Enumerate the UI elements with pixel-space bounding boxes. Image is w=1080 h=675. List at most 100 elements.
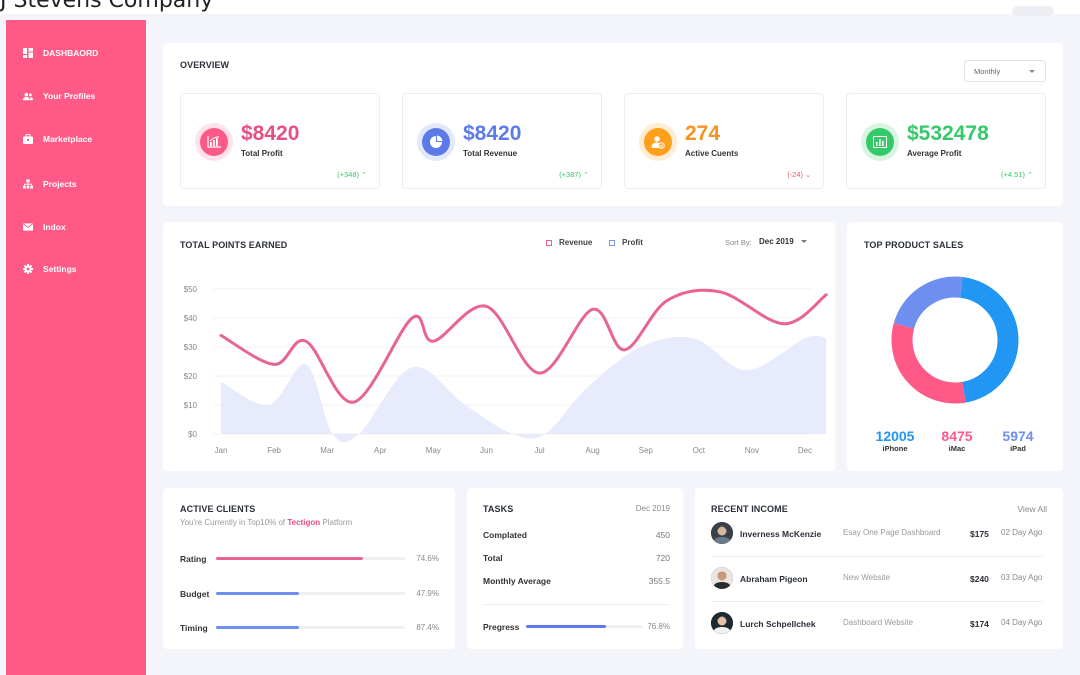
income-row[interactable]: Lurch Schpellchek Dashboard Website $174…	[711, 612, 1051, 636]
donut-value-iphone: 12005	[875, 428, 915, 444]
stat-label: Total Revenue	[463, 149, 518, 158]
donut-slice-iphone	[959, 276, 1019, 403]
stat-icon-ring	[639, 123, 677, 161]
progress-bar-fill	[526, 625, 606, 628]
x-tick-label: Jun	[480, 446, 493, 455]
stat-total-profit: $8420 Total Profit (+348) ⌃	[180, 93, 380, 189]
income-project: Dashboard Website	[843, 618, 914, 627]
sidebar: DASHBAORD Your Profiles Marketplace Proj…	[6, 20, 146, 675]
donut-value-ipad: 5974	[1002, 428, 1034, 444]
income-row[interactable]: Abraham Pigeon New Website $240 03 Day A…	[711, 567, 1051, 591]
pie-icon	[422, 128, 450, 156]
x-tick-label: Sep	[639, 446, 654, 455]
avatar	[711, 612, 733, 634]
donut-label-iphone: iPhone	[882, 444, 908, 453]
task-value: 450	[655, 530, 670, 540]
income-name: Abraham Pigeon	[740, 574, 808, 584]
client-bar-fill	[216, 592, 300, 595]
sidebar-item-inbox[interactable]: Indox	[6, 214, 146, 240]
income-amount: $240	[970, 574, 989, 584]
legend-swatch	[546, 239, 552, 246]
sort-by-select[interactable]: Dec 2019	[759, 237, 807, 246]
client-bar	[216, 626, 405, 629]
stat-value: $8420	[241, 122, 300, 145]
client-row-label: Rating	[180, 554, 207, 564]
recent-income-card	[695, 488, 1063, 649]
legend-revenue[interactable]: Revenue	[546, 238, 592, 247]
legend-profit[interactable]: Profit	[609, 238, 643, 247]
user-check-icon	[644, 128, 672, 156]
top-bar-control[interactable]	[1012, 6, 1054, 16]
dashboard-icon	[23, 48, 33, 58]
x-tick-label: Jul	[534, 446, 544, 455]
income-project: Esay One Page Dashboard	[843, 528, 941, 537]
period-select[interactable]: Monthly	[964, 60, 1046, 82]
caret-down-icon	[800, 240, 807, 243]
stat-average-profit: $532478 Average Profit (+4.51) ⌃	[846, 93, 1046, 189]
overview-title: OVERVIEW	[180, 60, 230, 70]
donut-value-imac: 8475	[941, 428, 973, 444]
sidebar-item-settings[interactable]: Settings	[6, 256, 146, 282]
top-bar	[0, 0, 1080, 14]
income-time: 02 Day Ago	[1001, 528, 1043, 537]
avatar	[711, 522, 733, 544]
stat-value: 274	[685, 122, 721, 145]
stat-change: (+387) ⌃	[559, 170, 589, 179]
sidebar-item-projects[interactable]: Projects	[6, 171, 146, 197]
income-name: Lurch Schpellchek	[740, 619, 816, 629]
x-tick-label: Oct	[693, 446, 706, 455]
product-sales-title: TOP PRODUCT SALES	[864, 240, 964, 250]
gear-icon	[23, 264, 33, 274]
stat-icon-ring	[195, 123, 233, 161]
client-bar-fill	[216, 626, 300, 629]
sidebar-item-label: DASHBAORD	[43, 48, 99, 58]
client-bar	[216, 592, 405, 595]
client-bar-fill	[216, 557, 364, 560]
y-tick-label: $20	[184, 372, 198, 381]
donut-label-ipad: iPad	[1010, 444, 1026, 453]
client-row-pct: 87.4%	[416, 623, 439, 632]
client-row-pct: 74.6%	[416, 554, 439, 563]
points-line-chart: $0 $10 $20 $30 $40 $50 Jan Feb Mar Apr May Jun Jul Au…	[184, 285, 828, 455]
view-all-link[interactable]: View All	[1017, 504, 1047, 514]
stat-label: Total Profit	[241, 149, 283, 158]
client-bar	[216, 557, 405, 560]
stat-label: Active Cuents	[685, 149, 739, 158]
task-label: Complated	[483, 530, 527, 540]
divider	[711, 556, 1043, 557]
progress-value: 76.8%	[647, 622, 670, 631]
sidebar-item-marketplace[interactable]: Marketplace	[6, 126, 146, 152]
sidebar-item-dashboard[interactable]: DASHBAORD	[6, 40, 146, 66]
sort-by-label: Sort By:	[725, 238, 752, 247]
sitemap-icon	[23, 179, 33, 189]
progress-bar	[526, 625, 643, 628]
product-sales-donut	[891, 276, 1019, 404]
stat-icon-ring	[861, 123, 899, 161]
y-tick-label: $50	[184, 285, 198, 294]
legend-label: Profit	[622, 238, 643, 247]
sidebar-item-label: Projects	[43, 179, 77, 189]
progress-label: Pregress	[483, 622, 520, 632]
x-tick-label: Jan	[215, 446, 228, 455]
stat-change: (-24) ⌄	[787, 170, 811, 179]
y-tick-label: $0	[188, 430, 197, 439]
active-clients-subtitle: You're Currently in Top10% of Tectigon P…	[180, 518, 353, 527]
sidebar-item-profiles[interactable]: Your Profiles	[6, 83, 146, 109]
tasks-date: Dec 2019	[635, 504, 670, 513]
active-clients-title: ACTIVE CLIENTS	[180, 504, 256, 514]
page-title: J Stevens Company	[0, 0, 214, 13]
caret-down-icon	[1029, 70, 1035, 73]
income-project: New Website	[843, 573, 890, 582]
income-amount: $175	[970, 529, 989, 539]
income-row[interactable]: Inverness McKenzie Esay One Page Dashboa…	[711, 522, 1051, 546]
stat-icon-ring	[417, 123, 455, 161]
income-time: 04 Day Ago	[1001, 618, 1043, 627]
stat-change: (+348) ⌃	[337, 170, 367, 179]
task-value: 720	[655, 553, 670, 563]
legend-label: Revenue	[559, 238, 593, 247]
stat-total-revenue: $8420 Total Revenue (+387) ⌃	[402, 93, 602, 189]
client-row-label: Budget	[180, 589, 210, 599]
sidebar-item-label: Your Profiles	[43, 91, 96, 101]
donut-label-imac: iMac	[948, 444, 966, 453]
sort-by-value: Dec 2019	[759, 237, 794, 246]
